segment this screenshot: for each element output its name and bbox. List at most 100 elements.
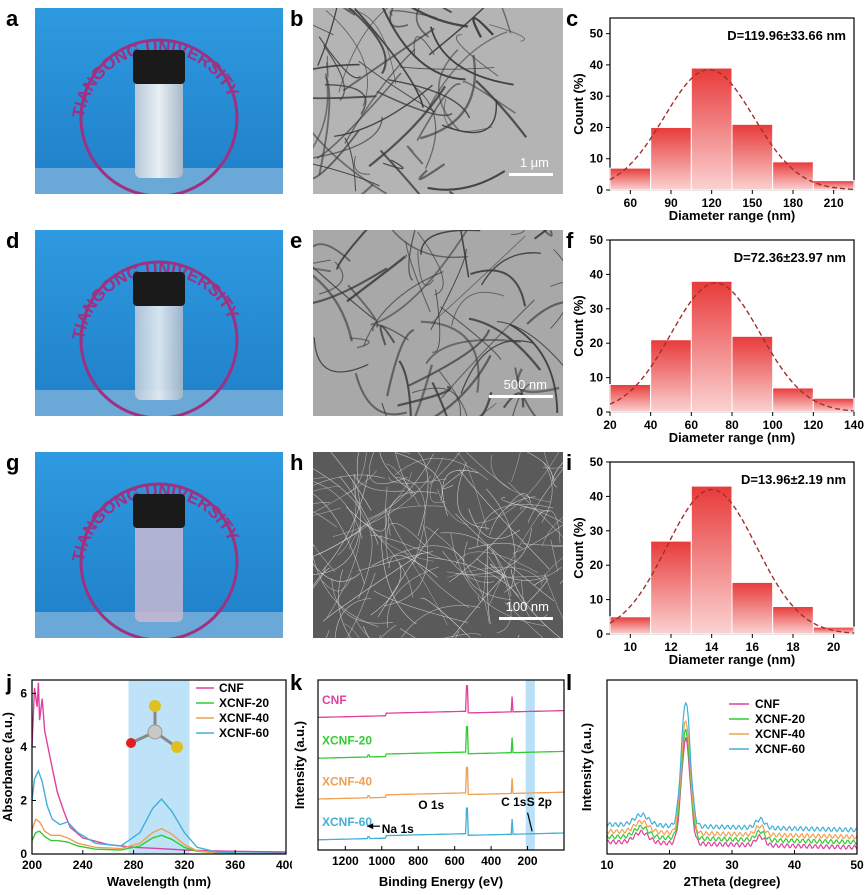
fiber <box>354 155 371 175</box>
x-tick-label: 40 <box>788 858 802 872</box>
fiber <box>456 34 499 77</box>
fiber <box>510 230 526 236</box>
panel-label-l: l <box>566 670 573 695</box>
fiber <box>502 392 525 409</box>
fiber <box>358 522 373 599</box>
x-tick-label: 18 <box>786 640 800 654</box>
fiber <box>441 8 453 14</box>
fiber <box>368 452 408 485</box>
fiber <box>313 554 379 628</box>
fiber <box>398 360 412 416</box>
fiber <box>354 8 424 108</box>
x-tick-label: 50 <box>850 858 864 872</box>
fiber <box>522 543 563 546</box>
fiber <box>501 8 512 34</box>
x-axis-label: Wavelength (nm) <box>107 874 211 889</box>
fiber <box>313 95 377 100</box>
series-line <box>318 766 564 800</box>
fiber <box>541 557 563 586</box>
scale-bar <box>499 617 553 620</box>
fiber <box>428 8 485 56</box>
x-tick-label: 600 <box>445 854 465 868</box>
x-tick-label: 120 <box>803 418 823 432</box>
fiber <box>492 549 512 634</box>
x-tick-label: 200 <box>22 858 42 872</box>
fiber <box>497 321 563 366</box>
tem-fibers <box>313 8 563 194</box>
x-tick-label: 60 <box>624 196 638 210</box>
fiber <box>356 452 359 484</box>
fiber <box>446 571 547 578</box>
y-tick-label: 50 <box>590 233 604 247</box>
legend-label: XCNF-20 <box>219 696 269 710</box>
x-tick-label: 400 <box>276 858 292 872</box>
histogram-bar <box>609 167 652 191</box>
x-tick-label: 240 <box>73 858 93 872</box>
fiber <box>376 90 453 117</box>
y-tick-label: 30 <box>590 524 604 538</box>
fiber <box>337 473 357 556</box>
series-line <box>318 807 564 841</box>
panel-label-b: b <box>290 6 304 31</box>
y-tick-label: 40 <box>590 267 604 281</box>
fiber <box>352 479 434 562</box>
fiber <box>325 630 330 638</box>
fiber <box>394 452 443 501</box>
tem-fibers <box>313 452 563 638</box>
x-axis-label: Binding Energy (eV) <box>379 874 503 889</box>
fiber <box>433 354 492 416</box>
fiber <box>475 452 560 524</box>
series-label: XCNF-40 <box>322 774 372 788</box>
fiber <box>478 402 497 416</box>
fiber <box>419 54 477 140</box>
series-line <box>606 737 858 851</box>
x-tick-label: 90 <box>664 196 678 210</box>
panel-label-i: i <box>566 450 573 475</box>
fiber <box>360 183 374 194</box>
fiber <box>324 83 367 115</box>
peak-label: C 1s <box>501 795 527 809</box>
fiber <box>313 502 331 505</box>
fiber <box>442 550 495 583</box>
y-tick-label: 50 <box>590 27 604 41</box>
fiber <box>317 472 413 556</box>
vial-illustration: TIANGONG UNIVERSITY <box>35 230 283 416</box>
x-tick-label: 60 <box>685 418 699 432</box>
fiber <box>448 190 455 194</box>
histogram-c: 60 90 120 150 180 210 0 10 20 30 40 50 Diameter rang… <box>571 17 855 223</box>
y-axis-label: Absorbance (a.u.) <box>0 712 15 822</box>
fiber <box>313 567 326 589</box>
legend-label: CNF <box>755 697 780 711</box>
diameter-annotation: D=119.96±33.66 nm <box>727 28 846 43</box>
fiber <box>355 619 412 638</box>
panel-label-c: c <box>566 6 579 31</box>
fiber <box>363 521 413 598</box>
fiber <box>443 633 482 638</box>
fiber <box>326 55 329 78</box>
fiber <box>475 79 528 138</box>
fiber <box>313 73 329 149</box>
fiber <box>316 72 402 160</box>
vial-illustration: TIANGONG UNIVERSITY <box>35 8 283 194</box>
fiber <box>338 8 389 93</box>
tem-fibers <box>313 230 563 416</box>
fiber <box>388 79 471 119</box>
fiber <box>379 149 421 194</box>
fiber <box>313 337 369 373</box>
x-tick-label: 150 <box>742 196 762 210</box>
x-tick-label: 10 <box>624 640 638 654</box>
fiber <box>410 8 469 28</box>
fiber <box>388 554 438 578</box>
histogram-bar <box>731 335 774 413</box>
scale-bar <box>489 395 553 398</box>
y-tick-label: 20 <box>590 120 604 134</box>
series-line <box>31 769 287 854</box>
sulfur-atom-icon <box>171 741 183 753</box>
fiber <box>386 463 421 507</box>
legend-label: XCNF-40 <box>219 711 269 725</box>
histogram-bar <box>772 161 814 191</box>
fiber <box>313 511 338 528</box>
fiber <box>468 317 542 371</box>
fiber <box>413 85 437 169</box>
x-tick-label: 280 <box>124 858 144 872</box>
